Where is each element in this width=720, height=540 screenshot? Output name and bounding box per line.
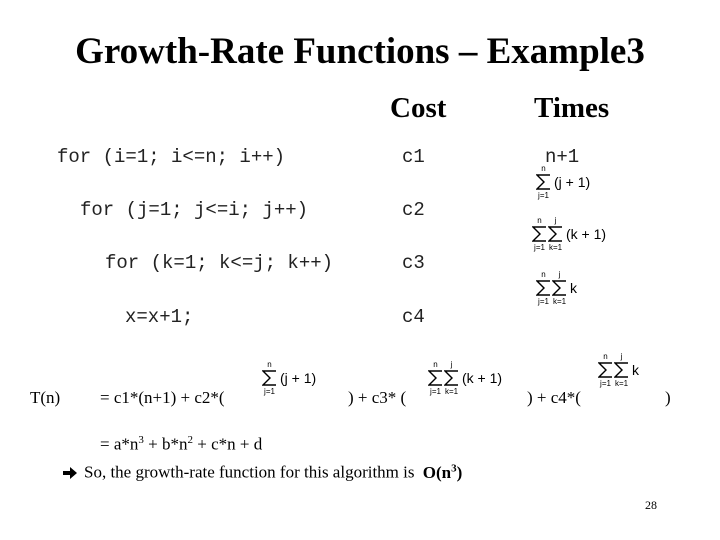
cost-cell: c4 — [402, 306, 425, 328]
code-line: for (j=1; j<=i; j++) — [80, 199, 309, 221]
upper-limit: j — [558, 270, 561, 279]
sigma-stroke — [536, 174, 550, 190]
cost-header: Cost — [390, 92, 447, 124]
exponent: 3 — [451, 462, 457, 474]
sum-formula: n j=1 j k=1 k — [536, 270, 577, 306]
upper-limit: n — [267, 360, 272, 369]
upper-limit: n — [603, 352, 608, 361]
summation: n j=1 — [536, 270, 551, 306]
summation: j k=1 — [444, 360, 459, 396]
lower-limit: k=1 — [614, 379, 629, 388]
sigma — [262, 370, 276, 386]
text: + b*n — [143, 434, 188, 454]
lower-limit: k=1 — [444, 387, 459, 396]
sigma-stroke — [428, 370, 442, 386]
lower-limit: j=1 — [430, 387, 441, 396]
conclusion: So, the growth-rate function for this al… — [84, 462, 462, 483]
sigma-stroke — [532, 226, 546, 242]
result: O(n3) — [422, 462, 463, 482]
page-number: 28 — [645, 498, 657, 512]
sigma — [614, 362, 628, 378]
cost-cell: c3 — [402, 252, 425, 274]
total-part: = c1*(n+1) + c2*( — [100, 388, 225, 407]
sigma — [536, 280, 550, 296]
lower-limit: j=1 — [264, 387, 275, 396]
sigma-stroke — [548, 226, 562, 242]
sum-formula: n j=1 j k=1 (k + 1) — [532, 216, 606, 252]
upper-limit: j — [554, 216, 557, 225]
summation: n j=1 — [598, 352, 613, 388]
sum-formula: n j=1 (j + 1) — [536, 164, 590, 200]
exponent: 3 — [138, 434, 144, 446]
lower-limit: j=1 — [600, 379, 611, 388]
summation: n j=1 — [532, 216, 547, 252]
sigma-stroke — [598, 362, 612, 378]
total-part: ) + c3* ( — [348, 388, 407, 407]
sigma-stroke — [262, 370, 276, 386]
exponent: 2 — [187, 434, 193, 446]
summand: k — [632, 362, 639, 378]
code-line: x=x+1; — [125, 306, 194, 328]
sum-formula: n j=1 (j + 1) — [262, 360, 316, 396]
text: = a*n — [100, 434, 139, 454]
summand: (j + 1) — [280, 370, 317, 386]
summand: (j + 1) — [554, 174, 591, 190]
text: O(n — [422, 462, 452, 482]
lower-limit: j=1 — [538, 297, 549, 306]
summation: n j=1 — [536, 164, 551, 200]
expansion: = a*n3 + b*n2 + c*n + d — [100, 434, 262, 455]
sum-formula: n j=1 j k=1 (k + 1) — [428, 360, 502, 396]
summand: (k + 1) — [566, 226, 607, 242]
cost-cell: c2 — [402, 199, 425, 221]
text: ) — [456, 462, 463, 482]
upper-limit: j — [620, 352, 623, 361]
sigma-stroke — [444, 370, 458, 386]
times-header: Times — [534, 92, 610, 124]
summation: n j=1 — [262, 360, 277, 396]
lower-limit: j=1 — [534, 243, 545, 252]
summation: j k=1 — [614, 352, 629, 388]
summand: k — [570, 280, 577, 296]
arrow-icon — [63, 467, 77, 479]
sigma — [536, 174, 550, 190]
summand: (k + 1) — [462, 370, 503, 386]
sigma-stroke — [552, 280, 566, 296]
sigma — [444, 370, 458, 386]
total-part: ) — [665, 388, 671, 407]
upper-limit: j — [450, 360, 453, 369]
sigma — [598, 362, 612, 378]
slide-title: Growth-Rate Functions – Example3 — [75, 31, 645, 72]
summation: j k=1 — [548, 216, 563, 252]
code-line: for (k=1; k<=j; k++) — [105, 252, 334, 274]
text: + c*n + d — [192, 434, 263, 454]
total-part: ) + c4*( — [527, 388, 581, 407]
sigma-stroke — [536, 280, 550, 296]
sigma-stroke — [614, 362, 628, 378]
sigma — [428, 370, 442, 386]
code-line: for (i=1; i<=n; i++) — [57, 146, 286, 168]
sigma — [532, 226, 546, 242]
text: So, the growth-rate function for this al… — [84, 462, 415, 482]
lower-limit: k=1 — [548, 243, 563, 252]
upper-limit: n — [537, 216, 542, 225]
cost-cell: c1 — [402, 146, 425, 168]
total-label: T(n) — [30, 388, 61, 407]
lower-limit: j=1 — [538, 191, 549, 200]
sigma — [548, 226, 562, 242]
upper-limit: n — [541, 270, 546, 279]
lower-limit: k=1 — [552, 297, 567, 306]
times-cell: n+1 — [545, 146, 580, 168]
summation: n j=1 — [428, 360, 443, 396]
upper-limit: n — [541, 164, 546, 173]
upper-limit: n — [433, 360, 438, 369]
sigma — [552, 280, 566, 296]
summation: j k=1 — [552, 270, 567, 306]
sum-formula: n j=1 j k=1 k — [598, 352, 639, 388]
